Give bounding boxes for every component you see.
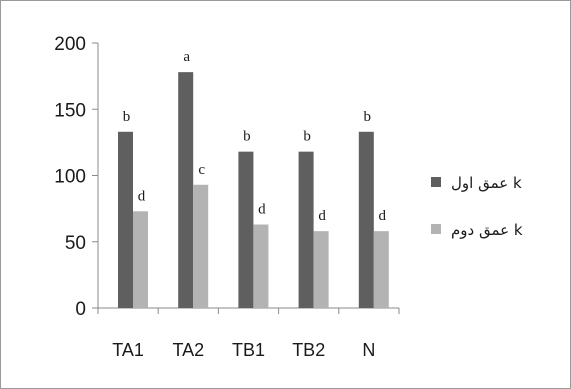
x-tick-label: TA1 <box>112 340 144 360</box>
bar-data-label: d <box>138 188 146 204</box>
y-tick-label: 200 <box>54 34 86 55</box>
x-tick-label: TB1 <box>232 340 265 360</box>
bar <box>118 131 133 308</box>
bar <box>178 72 194 309</box>
bar <box>358 131 374 308</box>
y-tick-label: 0 <box>75 299 86 320</box>
legend-swatch <box>431 177 441 187</box>
y-axis: 0 50 100 150 200 <box>54 34 99 320</box>
bar <box>193 184 209 308</box>
bar-data-label: b <box>303 129 311 145</box>
bar-data-label: b <box>364 109 372 125</box>
legend-label: عمق اول k <box>451 174 522 192</box>
bar <box>373 231 389 308</box>
legend-swatch <box>431 224 441 234</box>
y-tick-label: 50 <box>65 233 86 254</box>
bar-data-label: b <box>243 129 251 145</box>
y-tick-label: 100 <box>54 167 86 188</box>
bar <box>238 151 254 308</box>
bar-data-label: d <box>318 208 326 224</box>
bar-data-label: d <box>379 208 387 224</box>
bars: b a b b b d c d d d <box>118 49 389 309</box>
bar <box>133 211 148 308</box>
bar-data-label: d <box>258 202 266 218</box>
legend: عمق اول k عمق دوم k <box>431 174 523 239</box>
x-axis: TA1 TA2 TB1 TB2 N <box>97 307 400 360</box>
bar-data-label: c <box>198 162 205 178</box>
y-tick-label: 150 <box>54 100 86 121</box>
bar-data-label: b <box>123 109 131 125</box>
x-tick-label: TA2 <box>172 340 204 360</box>
x-tick-label: N <box>362 340 375 360</box>
bar <box>313 231 329 308</box>
bar <box>253 224 269 308</box>
x-tick-label: TB2 <box>292 340 325 360</box>
bar <box>298 151 314 308</box>
legend-label: عمق دوم k <box>451 221 523 239</box>
bar-data-label: a <box>183 49 190 65</box>
